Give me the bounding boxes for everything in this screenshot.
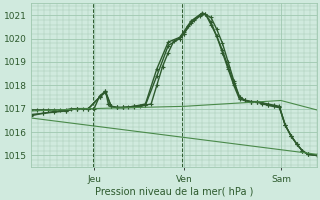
X-axis label: Pression niveau de la mer( hPa ): Pression niveau de la mer( hPa ) (95, 187, 253, 197)
